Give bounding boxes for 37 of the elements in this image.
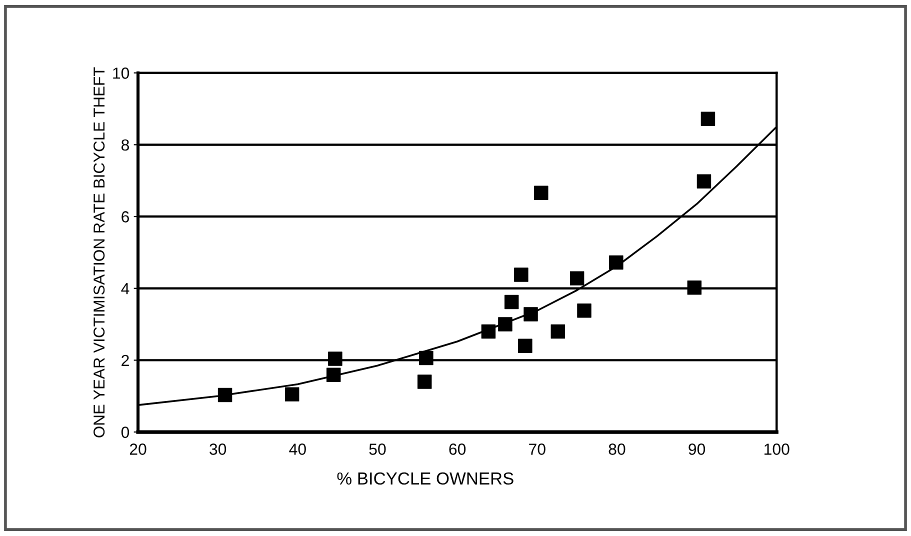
x-tick-label: 20 <box>130 444 146 455</box>
x-tick-label: 90 <box>688 444 706 455</box>
y-tick-label: 2 <box>122 354 129 366</box>
x-tick-label: 80 <box>608 444 626 455</box>
y-tick-label: 4 <box>121 283 130 294</box>
point <box>700 112 716 126</box>
point <box>504 294 519 310</box>
point <box>328 352 342 366</box>
point <box>534 186 548 200</box>
y-tick-label: 6 <box>122 211 129 222</box>
point <box>609 255 624 270</box>
point <box>284 387 300 402</box>
point <box>514 268 528 282</box>
y-axis-title: ONE YEAR VICTIMISATION RATE BICYCLE THEFT <box>94 67 105 438</box>
point <box>687 280 702 295</box>
point <box>524 307 538 322</box>
x-tick-label: 60 <box>449 444 466 455</box>
point <box>417 374 432 389</box>
point <box>570 271 584 286</box>
point <box>481 324 496 339</box>
y-tick-label: 0 <box>121 426 130 438</box>
point <box>218 388 232 402</box>
y-tick-label: 10 <box>113 68 130 79</box>
x-tick-label: 70 <box>529 444 546 455</box>
x-tick-label: 40 <box>289 444 306 455</box>
point <box>696 174 712 188</box>
point <box>518 338 532 353</box>
point <box>498 317 512 332</box>
x-tick-label: 50 <box>369 444 386 455</box>
point <box>326 368 341 382</box>
x-tick-label: 30 <box>210 444 226 455</box>
point <box>419 350 434 366</box>
y-tick-label: 8 <box>121 139 129 151</box>
x-tick-label: 100 <box>764 444 790 455</box>
point <box>550 324 566 339</box>
point <box>577 304 592 318</box>
x-axis-title: % BICYCLE OWNERS <box>337 472 514 485</box>
